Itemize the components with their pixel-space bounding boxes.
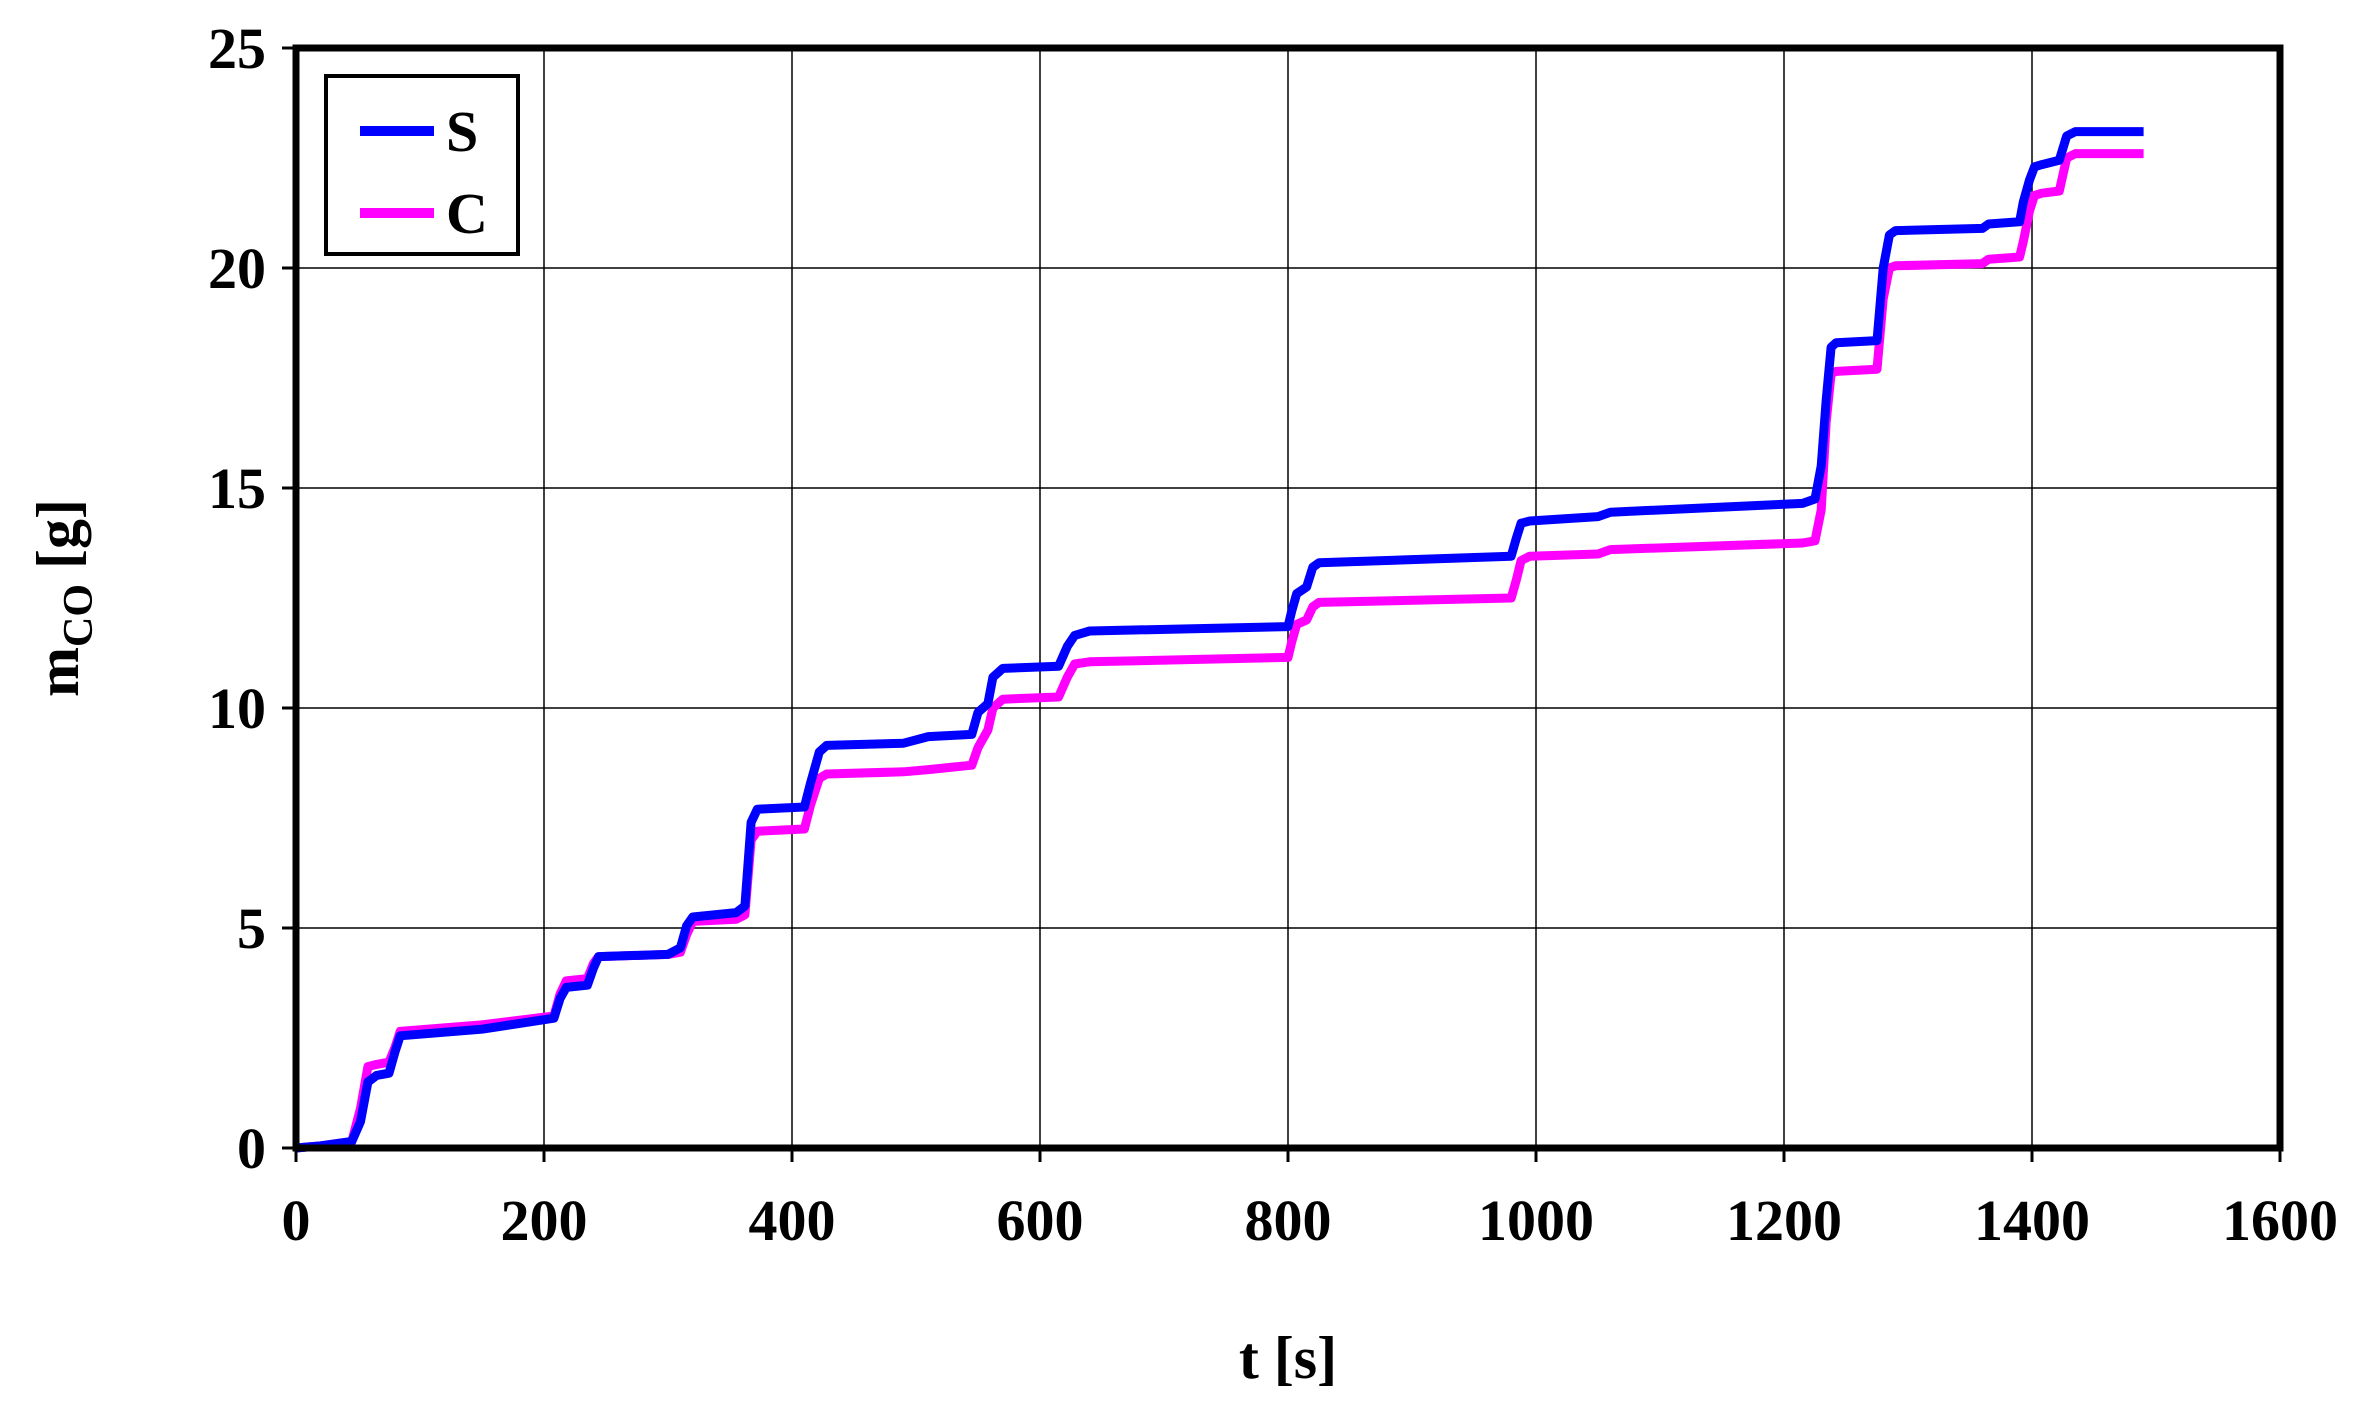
x-tick-label-1000: 1000 [1478,1188,1594,1253]
y-tick-label-15: 15 [208,456,266,521]
series-layer [295,127,2144,1153]
y-axis-title: mCO [g] [25,499,102,697]
x-tick-label-400: 400 [749,1188,836,1253]
x-tick-label-1600: 1600 [2222,1188,2338,1253]
y-tick-label-20: 20 [208,236,266,301]
grid-layer [296,48,2280,1148]
x-tick-label-600: 600 [997,1188,1084,1253]
y-axis-title-subscript: CO [56,584,102,647]
legend-box [324,74,520,256]
series-line-s [295,127,2144,1153]
x-tick-label-1200: 1200 [1726,1188,1842,1253]
y-tick-label-5: 5 [237,896,266,961]
y-axis-title-unit: [g] [25,499,91,584]
x-tick-label-1400: 1400 [1974,1188,2090,1253]
y-tick-label-25: 25 [208,16,266,81]
x-tick-label-800: 800 [1245,1188,1332,1253]
x-tick-label-0: 0 [282,1188,311,1253]
y-tick-label-0: 0 [237,1116,266,1181]
y-tick-label-10: 10 [208,676,266,741]
series-line-c [295,149,2144,1153]
legend-label-s: S [446,99,478,164]
legend: S C [324,74,520,256]
tick-layer: 0 200 400 600 800 1000 1200 1400 1600 0 5 10 15 20 25 [208,16,2338,1253]
x-axis-title: t [s] [1239,1325,1337,1391]
x-tick-label-200: 200 [501,1188,588,1253]
legend-label-c: C [446,181,488,246]
y-axis-title-main: m [25,647,91,697]
